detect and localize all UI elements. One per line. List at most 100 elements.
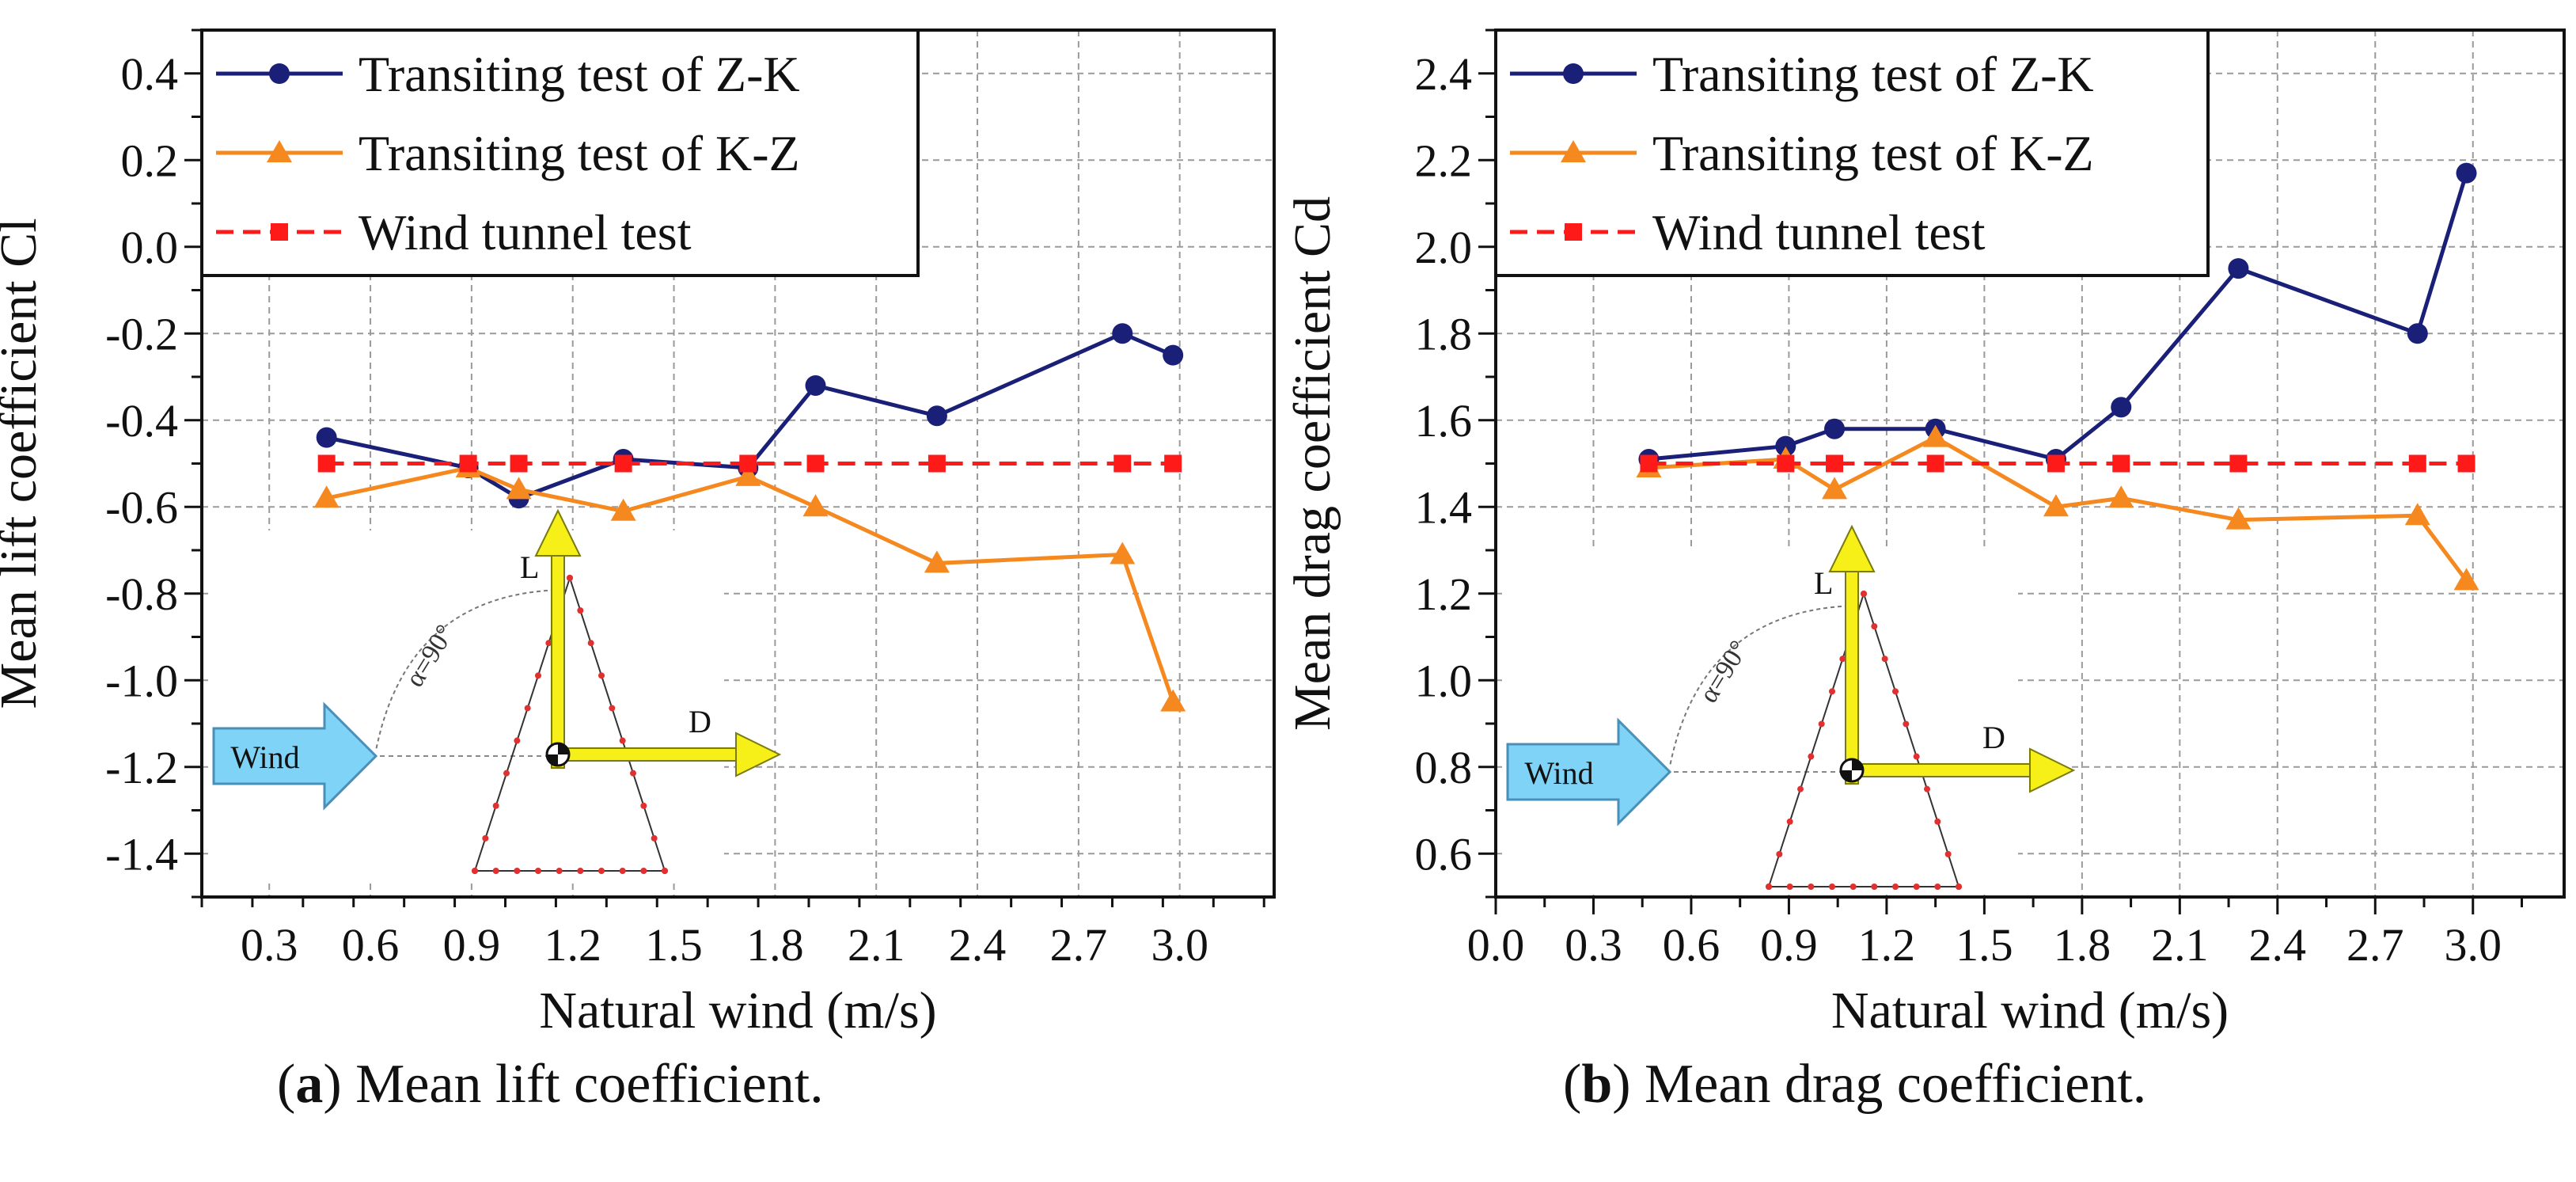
pressure-tap <box>640 802 647 809</box>
data-point <box>928 454 946 473</box>
pressure-tap <box>577 868 584 874</box>
lift-arrow-shaft <box>1845 569 1859 785</box>
pressure-tap <box>514 868 521 874</box>
legend-marker <box>271 223 288 241</box>
x-tick-label: 2.7 <box>1050 919 1108 971</box>
pressure-tap <box>503 770 510 777</box>
y-tick-label: 0.2 <box>121 135 179 186</box>
pressure-tap <box>1944 850 1952 857</box>
data-point <box>1822 477 1848 500</box>
data-point <box>806 454 825 473</box>
legend-marker <box>267 140 292 162</box>
pressure-tap <box>662 868 668 874</box>
data-point <box>2404 503 2430 526</box>
data-point <box>2457 454 2475 473</box>
data-point <box>2047 454 2065 473</box>
x-tick-label: 1.5 <box>645 919 703 971</box>
x-tick-label: 1.5 <box>1956 919 2013 971</box>
data-point <box>924 550 950 573</box>
legend-label: Transiting test of K-Z <box>1652 125 2094 181</box>
y-tick-label: -0.8 <box>105 568 178 620</box>
pressure-tap <box>567 575 573 581</box>
y-tick-label: -0.2 <box>105 308 178 359</box>
y-tick-label: 1.8 <box>1415 308 1473 359</box>
pressure-tap <box>1829 884 1835 890</box>
data-point <box>2456 162 2477 184</box>
data-point <box>926 405 947 427</box>
x-tick-label: 2.1 <box>2151 919 2209 971</box>
inset-background <box>1504 546 2018 895</box>
pressure-tap <box>1892 688 1899 695</box>
wind-arrow-icon <box>212 701 378 811</box>
pressure-tap <box>1818 720 1825 728</box>
pressure-tap <box>1808 884 1815 890</box>
legend-label: Wind tunnel test <box>1652 204 1986 260</box>
lift-arrow-head <box>1828 524 1876 572</box>
x-tick-label: 0.0 <box>1467 919 1525 971</box>
pressure-tap <box>630 770 636 777</box>
pressure-tap <box>1797 785 1804 792</box>
centroid-quadrant <box>1852 759 1863 770</box>
data-point <box>2228 258 2249 279</box>
drag-arrow-head <box>735 732 782 777</box>
data-point <box>2407 323 2428 344</box>
y-tick-label: 0.8 <box>1415 742 1473 793</box>
x-tick-label: 1.2 <box>544 919 601 971</box>
y-tick-label: -0.6 <box>105 481 178 533</box>
pressure-tap <box>619 737 626 744</box>
data-point <box>735 463 761 486</box>
data-point <box>459 454 477 473</box>
centroid-quadrant <box>1841 770 1852 781</box>
wind-label: Wind <box>1524 755 1593 791</box>
data-point <box>2225 507 2252 530</box>
lift-arrow-shaft <box>551 553 565 769</box>
triangle-section <box>473 575 666 872</box>
pressure-tap <box>1829 688 1835 695</box>
x-tick-label: 0.3 <box>241 919 298 971</box>
pressure-tap <box>1871 623 1878 630</box>
x-tick-label: 0.9 <box>1760 919 1818 971</box>
x-tick-label: 3.0 <box>2445 919 2502 971</box>
data-point <box>739 454 757 473</box>
data-point <box>2112 454 2130 473</box>
drag-arrow-shaft <box>557 747 741 762</box>
drag-label: D <box>689 704 711 739</box>
x-tick-label: 2.1 <box>848 919 905 971</box>
pressure-tap <box>1934 818 1941 825</box>
y-tick-label: 1.0 <box>1415 655 1473 706</box>
pressure-tap <box>535 868 541 874</box>
lift-label: L <box>520 549 539 585</box>
legend-label: Wind tunnel test <box>359 204 692 260</box>
data-point <box>1826 454 1844 473</box>
pressure-tap <box>577 607 584 614</box>
legend-label: Transiting test of Z-K <box>1652 46 2094 102</box>
data-point <box>510 454 528 473</box>
data-point <box>2408 454 2426 473</box>
pressure-tap <box>535 672 541 679</box>
data-point <box>1640 454 1658 473</box>
y-tick-label: -0.4 <box>105 395 178 447</box>
legend: Transiting test of Z-K Transiting test of… <box>200 29 920 277</box>
y-tick-label: 0.0 <box>121 222 179 273</box>
y-tick-label: 1.6 <box>1415 395 1473 447</box>
triangle-section <box>1767 591 1960 887</box>
data-point <box>317 454 336 473</box>
data-point <box>1926 454 1944 473</box>
pressure-tap <box>492 802 499 809</box>
pressure-tap <box>472 868 478 874</box>
pressure-tap <box>640 868 647 874</box>
pressure-tap <box>524 705 531 712</box>
pressure-tap <box>1892 884 1899 890</box>
pressure-tap <box>1776 850 1783 857</box>
pressure-tap <box>1924 785 1930 792</box>
x-tick-label: 1.8 <box>746 919 804 971</box>
pressure-tap <box>609 705 616 712</box>
pressure-tap <box>556 868 563 874</box>
x-tick-label: 2.4 <box>2249 919 2307 971</box>
x-tick-label: 2.7 <box>2346 919 2404 971</box>
pressure-tap <box>1839 656 1846 663</box>
inset-background <box>210 530 724 879</box>
